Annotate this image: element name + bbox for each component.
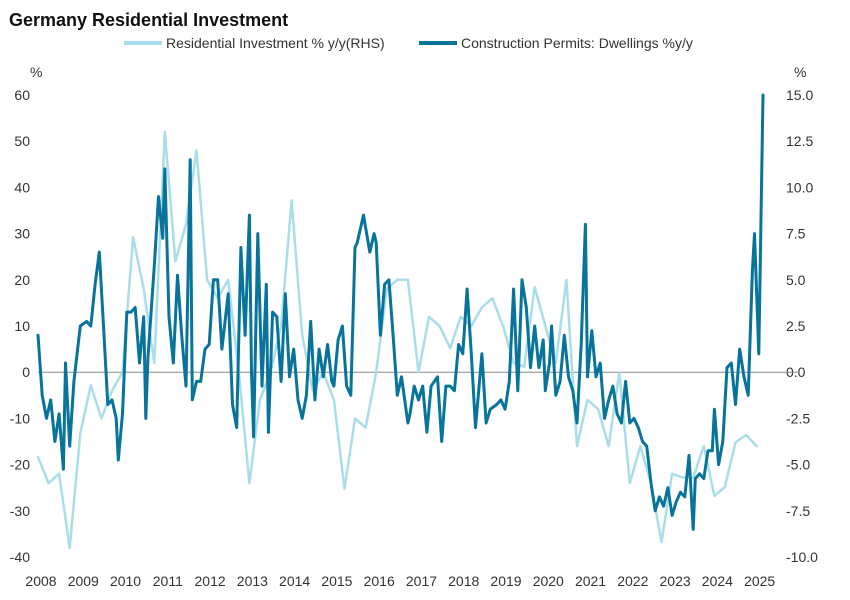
right-tick-label: 7.5 [786,226,806,242]
left-tick-label: 30 [14,226,30,242]
left-tick-label: 0 [22,364,30,380]
left-tick-label: 40 [14,179,30,195]
left-tick-label: 50 [14,133,30,149]
left-tick-label: -20 [10,457,30,473]
x-tick-label: 2025 [744,573,775,589]
x-tick-label: 2013 [237,573,268,589]
x-tick-label: 2011 [153,573,183,589]
left-tick-label: 60 [14,87,30,103]
x-tick-label: 2024 [702,573,733,589]
chart-title: Germany Residential Investment [9,10,288,30]
right-tick-label: -2.5 [786,410,810,426]
right-tick-label: -10.0 [786,549,818,565]
right-axis-ticks: 15.012.510.07.55.02.50.0-2.5-5.0-7.5-10.… [786,87,818,565]
x-tick-label: 2009 [68,573,99,589]
right-axis-unit: % [794,64,806,80]
right-tick-label: 15.0 [786,87,813,103]
x-tick-label: 2008 [25,573,56,589]
left-tick-label: -40 [10,549,30,565]
right-tick-label: 12.5 [786,133,813,149]
legend-label-permits: Construction Permits: Dwellings %y/y [461,35,693,51]
x-tick-label: 2021 [575,573,606,589]
right-tick-label: 10.0 [786,179,813,195]
left-tick-label: -30 [10,503,30,519]
x-tick-label: 2018 [448,573,479,589]
left-axis-ticks: 60 50 40 30 20 10 0 -10 -20 -30 -40 [10,87,30,565]
x-tick-label: 2017 [406,573,437,589]
x-tick-label: 2020 [533,573,564,589]
left-axis-unit: % [30,64,42,80]
x-tick-label: 2012 [195,573,226,589]
x-tick-label: 2019 [490,573,521,589]
x-tick-label: 2022 [617,573,648,589]
right-tick-label: 2.5 [786,318,806,334]
x-tick-label: 2014 [279,573,310,589]
left-tick-label: -10 [10,410,30,426]
right-tick-label: 5.0 [786,272,806,288]
legend-label-residential: Residential Investment % y/y(RHS) [166,35,385,51]
right-tick-label: -5.0 [786,457,810,473]
x-tick-label: 2016 [364,573,395,589]
series-line-residential-investment [36,130,758,550]
x-tick-label: 2023 [660,573,691,589]
legend: Residential Investment % y/y(RHS) Constr… [124,35,693,51]
left-tick-label: 10 [14,318,30,334]
left-tick-label: 20 [14,272,30,288]
series-line-construction-permits [36,93,765,531]
series-layer [36,93,765,550]
x-tick-label: 2010 [110,573,141,589]
x-tick-label: 2015 [321,573,352,589]
x-axis-ticks: 2008 2009 2010 2011 2012 2013 2014 2015 2016 2017… [25,573,775,589]
right-tick-label: -7.5 [786,503,810,519]
